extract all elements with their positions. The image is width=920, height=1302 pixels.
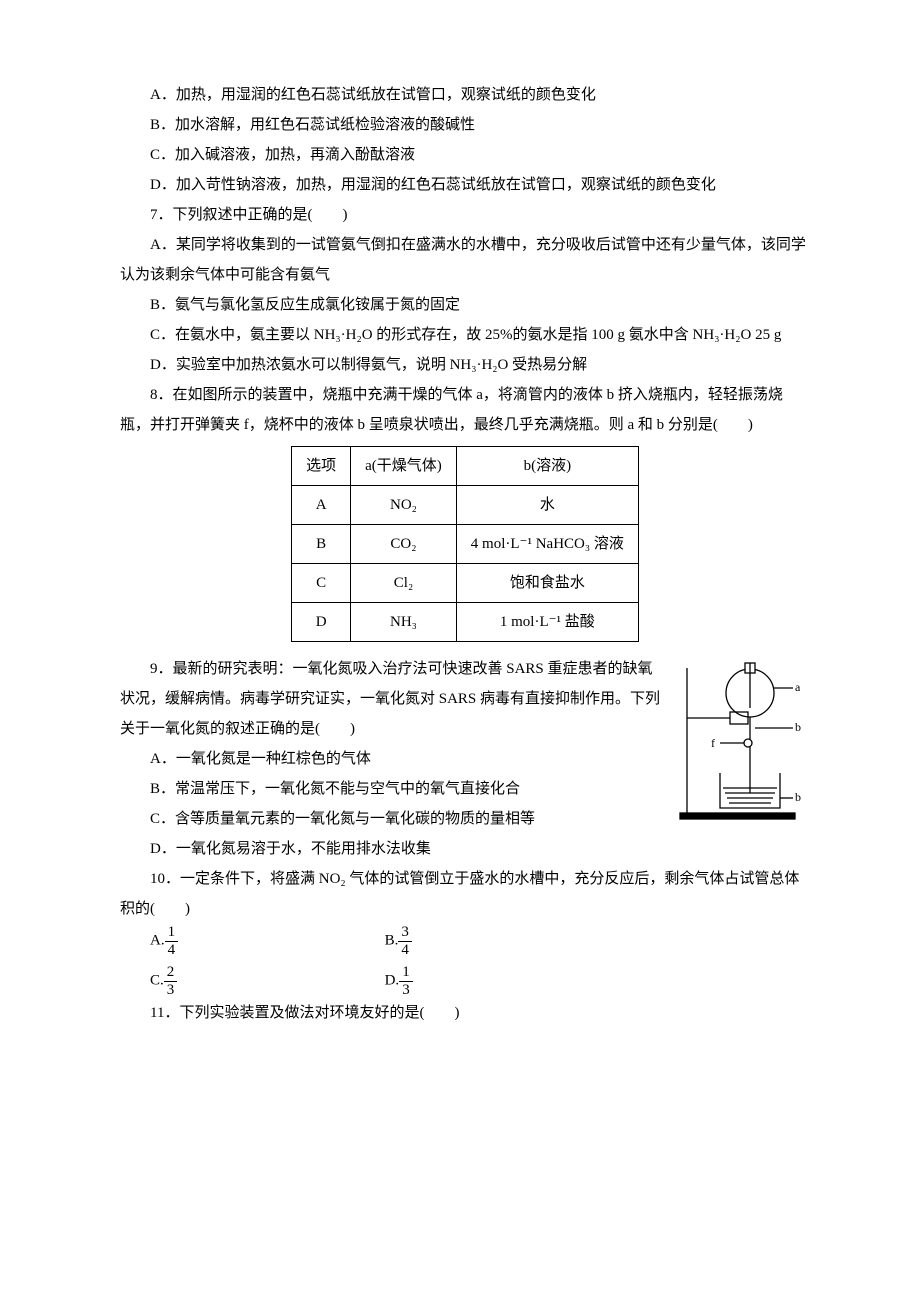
- fig-label-b-top: b: [795, 720, 801, 734]
- q7-option-a: A．某同学将收集到的一试管氨气倒扣在盛满水的水槽中，充分吸收后试管中还有少量气体…: [120, 230, 810, 290]
- den: 3: [164, 982, 178, 999]
- table-row: D NH₃ 1 mol·L⁻¹ 盐酸: [292, 603, 639, 642]
- q6-option-c: C．加入碱溶液，加热，再滴入酚酞溶液: [120, 140, 810, 170]
- table-row: A NO₂ 水: [292, 486, 639, 525]
- fig-label-b-bottom: b: [795, 790, 801, 804]
- num: 3: [398, 924, 412, 942]
- q10-option-d: D.13: [385, 964, 620, 998]
- q7-option-c: C．在氨水中，氨主要以 NH₃·H₂O 的形式存在，故 25%的氨水是指 100…: [120, 320, 810, 350]
- table-row: C Cl₂ 饱和食盐水: [292, 564, 639, 603]
- q8-th-2: b(溶液): [456, 447, 638, 486]
- q6-option-b: B．加水溶解，用红色石蕊试纸检验溶液的酸碱性: [120, 110, 810, 140]
- cell: NH₃: [351, 603, 457, 642]
- table-row: B CO₂ 4 mol·L⁻¹ NaHCO₃ 溶液: [292, 525, 639, 564]
- q7-stem: 7．下列叙述中正确的是( ): [120, 200, 810, 230]
- q6-option-d: D．加入苛性钠溶液，加热，用湿润的红色石蕊试纸放在试管口，观察试纸的颜色变化: [120, 170, 810, 200]
- cell: Cl₂: [351, 564, 457, 603]
- q10-option-c: C.23: [150, 964, 385, 998]
- q8-stem: 8．在如图所示的装置中，烧瓶中充满干燥的气体 a，将滴管内的液体 b 挤入烧瓶内…: [120, 380, 810, 440]
- q8-table: 选项 a(干燥气体) b(溶液) A NO₂ 水 B CO₂ 4 mol·L⁻¹…: [291, 446, 639, 642]
- prefix: D.: [385, 972, 400, 988]
- cell: A: [292, 486, 351, 525]
- q6-option-a: A．加热，用湿润的红色石蕊试纸放在试管口，观察试纸的颜色变化: [120, 80, 810, 110]
- prefix: B.: [385, 932, 399, 948]
- q10-row-2: C.23 D.13: [150, 964, 619, 998]
- den: 3: [399, 982, 413, 999]
- prefix: A.: [150, 932, 165, 948]
- prefix: C.: [150, 972, 164, 988]
- cell: 1 mol·L⁻¹ 盐酸: [456, 603, 638, 642]
- q10-option-b: B.34: [385, 924, 620, 958]
- fig-label-a: a: [795, 680, 801, 694]
- cell: 4 mol·L⁻¹ NaHCO₃ 溶液: [456, 525, 638, 564]
- cell: NO₂: [351, 486, 457, 525]
- den: 4: [398, 942, 412, 959]
- den: 4: [165, 942, 179, 959]
- q10-row-1: A.14 B.34: [150, 924, 619, 958]
- q11-stem: 11．下列实验装置及做法对环境友好的是( ): [120, 998, 810, 1028]
- num: 2: [164, 964, 178, 982]
- q10-option-a: A.14: [150, 924, 385, 958]
- q8-th-0: 选项: [292, 447, 351, 486]
- cell: C: [292, 564, 351, 603]
- num: 1: [399, 964, 413, 982]
- q7-option-b: B．氨气与氯化氢反应生成氯化铵属于氮的固定: [120, 290, 810, 320]
- q7-option-d: D．实验室中加热浓氨水可以制得氨气，说明 NH₃·H₂O 受热易分解: [120, 350, 810, 380]
- fig-label-f: f: [711, 736, 715, 750]
- q10-stem: 10．一定条件下，将盛满 NO₂ 气体的试管倒立于盛水的水槽中，充分反应后，剩余…: [120, 864, 810, 924]
- table-row: 选项 a(干燥气体) b(溶液): [292, 447, 639, 486]
- cell: B: [292, 525, 351, 564]
- cell: D: [292, 603, 351, 642]
- cell: CO₂: [351, 525, 457, 564]
- num: 1: [165, 924, 179, 942]
- cell: 水: [456, 486, 638, 525]
- q8-th-1: a(干燥气体): [351, 447, 457, 486]
- fountain-apparatus-figure: a b f b: [675, 658, 810, 839]
- cell: 饱和食盐水: [456, 564, 638, 603]
